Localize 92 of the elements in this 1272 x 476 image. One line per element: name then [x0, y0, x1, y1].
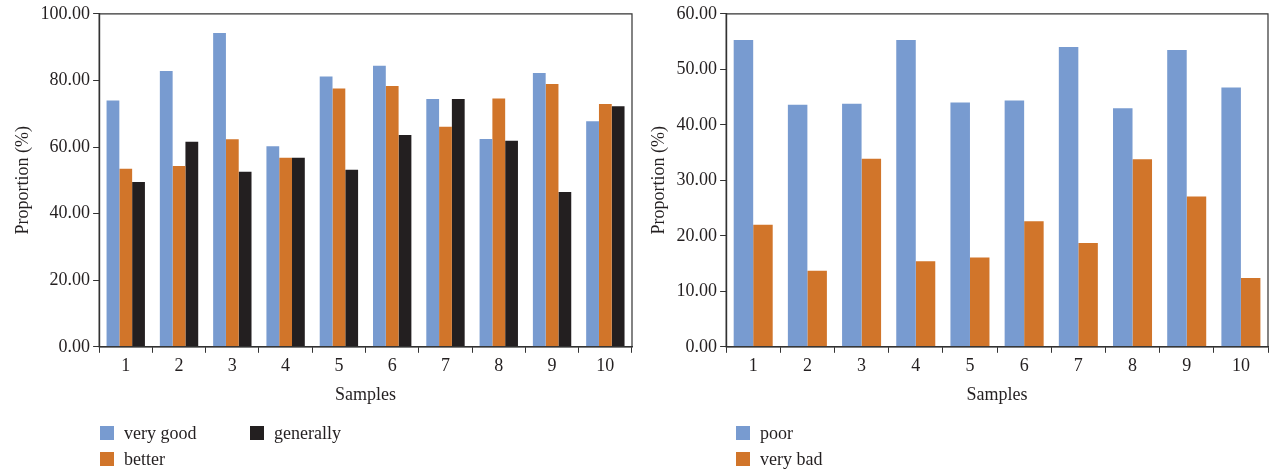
- bar: [558, 191, 572, 347]
- bar: [426, 99, 440, 347]
- x-tick-label: 1: [748, 355, 758, 376]
- bar: [185, 141, 199, 347]
- bar: [292, 157, 305, 347]
- x-tick-label: 4: [281, 355, 291, 376]
- bar: [332, 88, 346, 347]
- bar: [915, 261, 936, 347]
- bar: [950, 102, 970, 347]
- y-tick-label: 40.00: [49, 202, 91, 223]
- bar: [969, 257, 990, 347]
- x-tick-label: 2: [802, 355, 812, 376]
- y-tick-label: 100.00: [40, 2, 91, 23]
- bar: [896, 39, 916, 347]
- bar: [1058, 47, 1079, 347]
- bar: [266, 146, 280, 347]
- bar: [611, 106, 625, 347]
- y-tick-label: 0.00: [58, 335, 91, 356]
- legend-label: better: [124, 448, 165, 470]
- bar: [225, 139, 239, 347]
- bar: [598, 104, 612, 347]
- x-axis-title: Samples: [335, 383, 397, 404]
- bar: [106, 100, 120, 347]
- bar: [398, 135, 412, 347]
- x-tick-label: 9: [1182, 355, 1192, 376]
- y-tick-label: 30.00: [676, 169, 718, 190]
- bar: [505, 140, 518, 347]
- bar: [492, 98, 506, 347]
- y-tick-label: 60.00: [49, 135, 91, 156]
- bar: [238, 171, 252, 347]
- x-tick-label: 9: [547, 355, 557, 376]
- bar: [1024, 221, 1044, 347]
- y-tick-label: 60.00: [676, 2, 718, 23]
- x-tick-label: 8: [494, 355, 504, 376]
- y-axis-title: Proportion (%): [647, 126, 669, 235]
- x-tick-label: 5: [965, 355, 975, 376]
- bar: [1113, 108, 1133, 347]
- bar: [753, 224, 773, 347]
- x-tick-label: 1: [121, 355, 131, 376]
- x-tick-label: 10: [596, 355, 615, 376]
- bar: [172, 165, 186, 347]
- bar: [373, 65, 386, 347]
- bar: [159, 71, 173, 347]
- x-tick-label: 10: [1231, 355, 1250, 376]
- bar: [1240, 277, 1261, 347]
- x-tick-label: 6: [387, 355, 397, 376]
- x-tick-label: 2: [174, 355, 184, 376]
- bar: [787, 104, 808, 347]
- x-tick-label: 6: [1019, 355, 1029, 376]
- bar: [1078, 243, 1098, 347]
- bar: [807, 270, 827, 347]
- y-tick-label: 20.00: [49, 268, 91, 289]
- x-tick-label: 7: [1073, 355, 1083, 376]
- x-tick-label: 7: [440, 355, 450, 376]
- legend-label: generally: [274, 422, 341, 444]
- bar: [1186, 196, 1207, 347]
- bar: [439, 126, 452, 347]
- bar: [479, 139, 493, 347]
- y-tick-label: 0.00: [685, 335, 718, 356]
- x-tick-label: 3: [227, 355, 237, 376]
- bar: [319, 76, 333, 347]
- x-axis-title: Samples: [966, 383, 1028, 404]
- bar: [385, 86, 399, 347]
- y-axis-title: Proportion (%): [11, 126, 33, 235]
- bar: [213, 33, 226, 347]
- legend-label: very bad: [760, 448, 823, 470]
- legend-label: very good: [124, 422, 197, 444]
- y-tick-label: 40.00: [676, 113, 718, 134]
- x-tick-label: 5: [334, 355, 344, 376]
- bar: [451, 99, 465, 347]
- bar: [132, 181, 145, 347]
- y-tick-label: 50.00: [676, 58, 718, 79]
- bar: [1004, 100, 1025, 347]
- bar: [345, 169, 359, 347]
- x-tick-label: 8: [1128, 355, 1138, 376]
- bar: [119, 168, 133, 347]
- bar: [586, 121, 599, 347]
- bar: [279, 157, 293, 347]
- y-tick-label: 20.00: [676, 224, 718, 245]
- bar: [842, 103, 862, 347]
- bar: [1132, 159, 1153, 347]
- y-tick-label: 10.00: [676, 280, 718, 301]
- bar: [532, 73, 546, 347]
- y-tick-label: 80.00: [49, 69, 91, 90]
- bar: [733, 39, 754, 347]
- bar: [861, 158, 882, 347]
- bar: [1167, 49, 1187, 347]
- legend-label: poor: [760, 422, 793, 444]
- bar: [1221, 87, 1241, 347]
- x-tick-label: 3: [857, 355, 867, 376]
- bar: [545, 84, 559, 347]
- x-tick-label: 4: [911, 355, 921, 376]
